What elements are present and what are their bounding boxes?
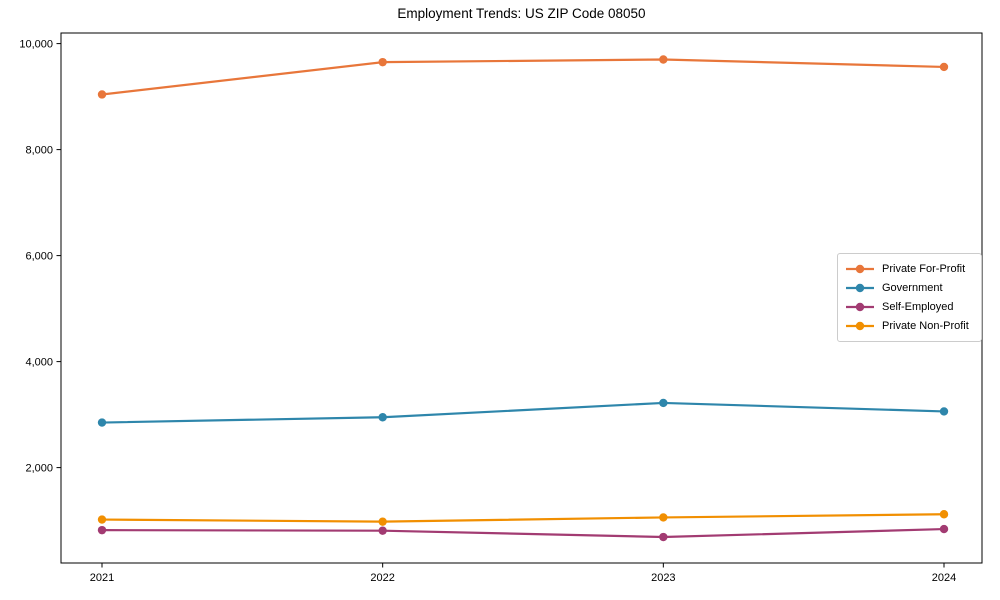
x-tick-label: 2024 bbox=[932, 572, 956, 584]
data-point-marker bbox=[378, 517, 387, 526]
legend-item-label: Self-Employed bbox=[882, 301, 954, 314]
x-tick-label: 2021 bbox=[90, 572, 114, 584]
y-tick-label: 10,000 bbox=[19, 38, 53, 50]
series-line-private-non-profit bbox=[101, 513, 945, 523]
legend-item-private-for-profit: Private For-Profit bbox=[845, 259, 973, 278]
legend-item-label: Private Non-Profit bbox=[882, 320, 969, 333]
data-point-marker bbox=[939, 407, 949, 416]
data-point-marker bbox=[378, 526, 387, 535]
legend-swatch-icon bbox=[846, 264, 874, 273]
legend-swatch-icon bbox=[846, 302, 874, 312]
series-line-self-employed bbox=[101, 527, 945, 539]
legend-swatch-icon bbox=[846, 283, 874, 293]
data-point-marker bbox=[97, 418, 107, 427]
legend-item-private-non-profit: Private Non-Profit bbox=[845, 317, 973, 336]
data-point-marker bbox=[97, 525, 107, 535]
y-tick-label: 8,000 bbox=[25, 144, 53, 156]
data-point-marker bbox=[378, 57, 387, 67]
y-tick-label: 6,000 bbox=[25, 250, 53, 262]
chart-title: Employment Trends: US ZIP Code 08050 bbox=[397, 6, 646, 21]
data-point-marker bbox=[659, 532, 668, 542]
y-tick-label: 2,000 bbox=[25, 462, 53, 474]
legend-item-label: Government bbox=[882, 281, 943, 294]
legend-item-label: Private For-Profit bbox=[882, 262, 966, 275]
data-point-marker bbox=[97, 90, 107, 99]
legend-swatch-icon bbox=[846, 322, 874, 331]
x-tick-label: 2023 bbox=[651, 572, 675, 584]
data-point-marker bbox=[939, 524, 949, 534]
chart-legend: Private For-Profit Government Self-Employe… bbox=[837, 253, 982, 342]
plot-border bbox=[60, 32, 983, 564]
data-point-marker bbox=[939, 62, 949, 72]
data-point-marker bbox=[97, 515, 107, 524]
data-point-marker bbox=[659, 398, 668, 408]
x-tick-label: 2022 bbox=[370, 572, 394, 584]
series-line-private-for-profit bbox=[101, 58, 945, 96]
data-point-marker bbox=[939, 510, 949, 519]
data-point-marker bbox=[378, 413, 387, 422]
legend-item-government: Government bbox=[845, 278, 973, 297]
data-point-marker bbox=[659, 55, 668, 64]
y-tick-label: 4,000 bbox=[25, 356, 53, 368]
legend-item-self-employed: Self-Employed bbox=[845, 298, 973, 317]
series-line-government bbox=[101, 401, 945, 424]
data-point-marker bbox=[659, 513, 668, 522]
